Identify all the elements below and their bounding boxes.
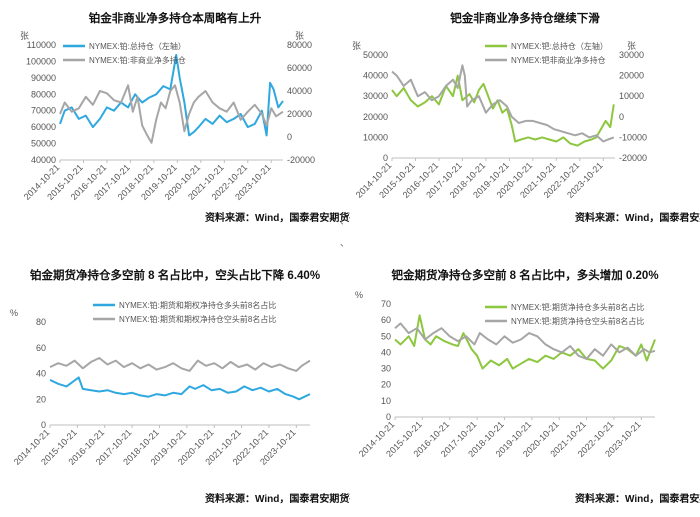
legend-label: NYMEX:铂:期货和期权净持仓多头前8名占比 bbox=[119, 300, 276, 310]
y-tick-label-left: 90000 bbox=[31, 73, 56, 83]
y-tick-label-right: 0 bbox=[619, 112, 624, 122]
source-label: 资料来源：Wind，国泰君安期货研究 bbox=[575, 211, 700, 224]
y-tick-label-right: -20000 bbox=[287, 155, 315, 165]
y-tick-label-right: 40000 bbox=[287, 86, 312, 96]
y-tick-label-left: 20 bbox=[381, 380, 391, 390]
y-tick-label-right: 0 bbox=[287, 132, 292, 142]
y-tick-label-left: 0 bbox=[383, 153, 388, 163]
y-tick-label-left: 100000 bbox=[26, 56, 56, 66]
y-tick-label-left: 60000 bbox=[31, 122, 56, 132]
chart-platinum-top8-share: 铂金期货净持仓多空前 8 名占比中，空头占比下降 6.40%% 0 20 40 60 80… bbox=[10, 268, 350, 505]
series-line-2 bbox=[391, 64, 615, 143]
y-tick-label-left: 30 bbox=[381, 364, 391, 374]
source-label: 资料来源：Wind，国泰君安期货研究 bbox=[205, 211, 350, 224]
chart-panel-top-left: 铂金非商业净多持仓本周略有上升张 张 40000 50000 60000 70000 800… bbox=[0, 0, 350, 258]
y-tick-label-left: 60 bbox=[381, 315, 391, 325]
y-tick-label-left: 20 bbox=[36, 394, 46, 404]
series-line-1 bbox=[391, 74, 615, 147]
y-tick-label-right: 80000 bbox=[287, 40, 312, 50]
y-tick-label-right: -20000 bbox=[619, 153, 647, 163]
stray-mark: 、 bbox=[340, 238, 350, 248]
legend-label: NYMEX:钯:期货净持仓多头前8名占比 bbox=[511, 302, 644, 312]
y-tick-label-left: 80 bbox=[36, 317, 46, 327]
y-tick-label-right: 20000 bbox=[619, 71, 644, 81]
legend-label: NYMEX:钯:总持仓（左轴） bbox=[511, 41, 608, 51]
legend-label: NYMEX:钯:期货净持仓空头前8名占比 bbox=[511, 316, 644, 326]
y-tick-label-left: 40000 bbox=[363, 71, 388, 81]
left-axis-unit: % bbox=[10, 308, 18, 318]
y-tick-label-left: 10000 bbox=[363, 132, 388, 142]
y-tick-label-left: 110000 bbox=[27, 40, 56, 50]
right-axis-unit: 张 bbox=[627, 41, 636, 51]
series-line-1 bbox=[394, 314, 656, 370]
right-axis-unit: 张 bbox=[295, 31, 304, 41]
legend-label: NYMEX:铂:总持仓（左轴） bbox=[89, 41, 186, 51]
y-tick-label-right: 60000 bbox=[287, 63, 312, 73]
source-label: 资料来源：Wind，国泰君安期货研究 bbox=[205, 492, 350, 505]
legend-label: NYMEX:钯非商业净多持仓 bbox=[511, 55, 606, 65]
y-tick-label-left: 50000 bbox=[31, 139, 56, 149]
chart-palladium-top8-share: 钯金期货净持仓多空前 8 名占比中，多头增加 0.20%% 0 10 20 30 40 50… bbox=[355, 268, 700, 505]
y-tick-label-right: 30000 bbox=[619, 50, 644, 60]
series-line-2 bbox=[59, 84, 284, 144]
y-tick-label-right: 10000 bbox=[619, 91, 644, 101]
y-tick-label-left: 10 bbox=[381, 396, 391, 406]
chart-panel-top-right: 钯金非商业净多持仓继续下滑张 张 0 10000 20000 30000 40000 5000… bbox=[350, 0, 700, 258]
series-line-2 bbox=[394, 322, 656, 360]
legend-label: NYMEX:铂:非商业净多持仓 bbox=[89, 55, 186, 65]
left-axis-unit: 张 bbox=[352, 41, 361, 51]
y-tick-label-left: 40 bbox=[36, 369, 46, 379]
series-line-1 bbox=[59, 53, 284, 137]
series-line-2 bbox=[49, 357, 311, 372]
y-tick-label-right: -10000 bbox=[619, 132, 647, 142]
y-tick-label-left: 80000 bbox=[31, 89, 56, 99]
chart-title: 铂金期货净持仓多空前 8 名占比中，空头占比下降 6.40% bbox=[30, 268, 320, 282]
y-tick-label-left: 50000 bbox=[363, 50, 388, 60]
y-tick-label-left: 0 bbox=[386, 412, 391, 422]
y-tick-label-left: 40000 bbox=[31, 155, 56, 165]
y-tick-label-left: 70 bbox=[381, 299, 391, 309]
legend-label: NYMEX:铂:期货和期权净持仓空头前8名占比 bbox=[119, 314, 276, 324]
left-axis-unit: % bbox=[355, 290, 363, 300]
chart-title: 钯金期货净持仓多空前 8 名占比中，多头增加 0.20% bbox=[390, 268, 658, 282]
y-tick-label-left: 60 bbox=[36, 343, 46, 353]
y-tick-label-left: 50 bbox=[381, 331, 391, 341]
chart-panel-bottom-right: 钯金期货净持仓多空前 8 名占比中，多头增加 0.20%% 0 10 20 30 40 50… bbox=[350, 259, 700, 517]
chart-title: 钯金非商业净多持仓继续下滑 bbox=[449, 11, 600, 25]
left-axis-unit: 张 bbox=[20, 31, 29, 41]
y-tick-label-left: 40 bbox=[381, 347, 391, 357]
y-tick-label-left: 0 bbox=[41, 420, 46, 430]
chart-title: 铂金非商业净多持仓本周略有上升 bbox=[89, 11, 262, 25]
stray-mark: 、 bbox=[340, 216, 350, 226]
y-tick-label-left: 20000 bbox=[363, 112, 388, 122]
source-label: 资料来源：Wind，国泰君安期货研究 bbox=[575, 492, 700, 505]
y-tick-label-left: 70000 bbox=[31, 106, 56, 116]
y-tick-label-right: 20000 bbox=[287, 109, 312, 119]
chart-panel-bottom-left: 铂金期货净持仓多空前 8 名占比中，空头占比下降 6.40%% 0 20 40 60 80… bbox=[0, 259, 350, 517]
series-line-1 bbox=[49, 376, 311, 401]
y-tick-label-left: 30000 bbox=[363, 91, 388, 101]
